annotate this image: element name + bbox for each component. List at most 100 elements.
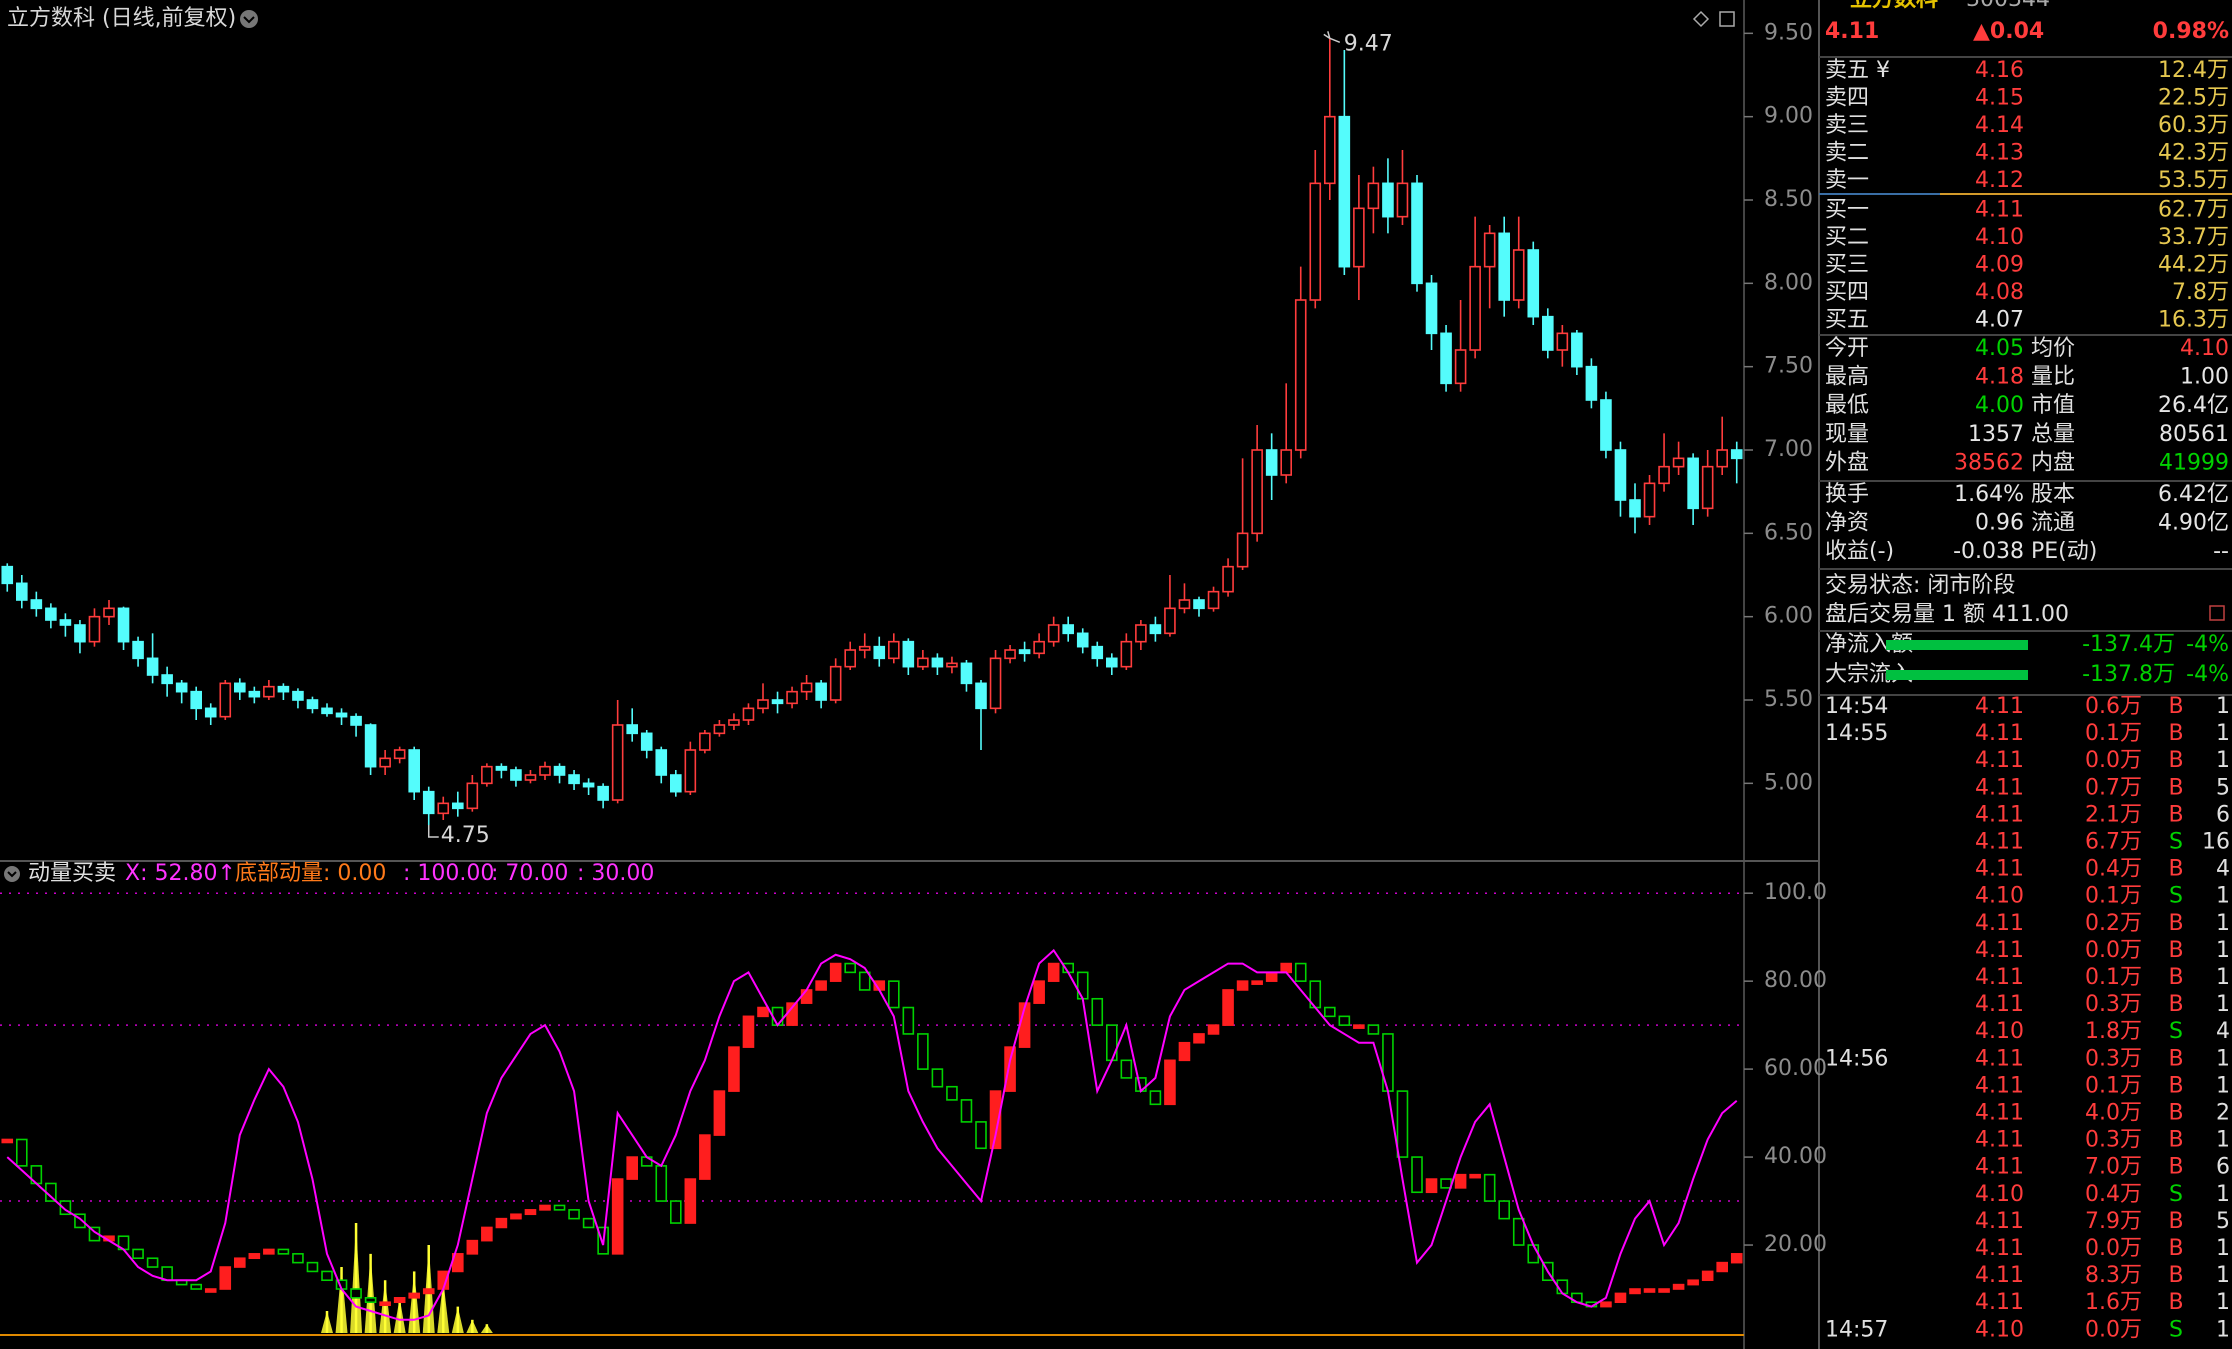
momentum-block <box>1251 980 1263 985</box>
trade-side: B <box>2168 748 2183 773</box>
candle-body <box>626 724 639 735</box>
candle-body <box>234 682 246 693</box>
momentum-block <box>1047 962 1060 982</box>
title-menu[interactable] <box>240 10 258 28</box>
trade-side: B <box>2168 857 2183 882</box>
trade-side: S <box>2169 1317 2183 1342</box>
indicator-value: : 70.00 <box>491 861 568 886</box>
y-tick-label: 6.50 <box>1764 520 1813 545</box>
candle-body <box>1585 365 1598 401</box>
momentum-block <box>858 971 871 991</box>
stock-code: 300344 <box>1966 0 2050 12</box>
trade-side: S <box>2169 884 2183 909</box>
momentum-block <box>350 1288 362 1299</box>
momentum-block <box>1353 1024 1365 1029</box>
stat-value: 26.4亿 <box>2158 393 2229 418</box>
trade-side: B <box>2168 1263 2183 1288</box>
y-tick-label: 9.00 <box>1764 104 1813 129</box>
momentum-block <box>1004 1046 1016 1092</box>
candle-body <box>1265 449 1278 476</box>
candle-body <box>655 749 668 776</box>
momentum-block <box>1527 1244 1540 1264</box>
trade-volume: 0.1万 <box>2085 1073 2142 1098</box>
trade-price: 4.11 <box>1975 775 2024 800</box>
candle-body <box>989 657 1002 710</box>
momentum-block <box>379 1301 391 1307</box>
momentum-block <box>1716 1261 1728 1273</box>
book-price: 4.09 <box>1975 253 2024 278</box>
momentum-block <box>1440 1178 1452 1189</box>
flow-amount: -137.4万 <box>2082 632 2175 657</box>
momentum-block <box>190 1283 202 1290</box>
x-line <box>6 948 1738 1321</box>
candle-body <box>829 665 842 701</box>
candle-body <box>1280 449 1292 476</box>
trade-count: 1 <box>2216 1182 2230 1207</box>
momentum-block <box>1280 962 1292 974</box>
candle-body <box>917 657 929 668</box>
candle-body <box>1556 332 1569 351</box>
stat-label: 现量 <box>1825 422 1869 447</box>
trade-side: B <box>2168 911 2183 936</box>
candle-body <box>1294 299 1307 451</box>
momentum-block <box>655 1165 668 1202</box>
trade-price: 4.11 <box>1975 1236 2024 1261</box>
momentum-block <box>611 1178 624 1255</box>
trade-volume: 1.8万 <box>2085 1019 2142 1044</box>
book-volume: 16.3万 <box>2158 308 2229 333</box>
momentum-block <box>1498 1200 1510 1220</box>
max-label: 9.47 <box>1344 31 1393 56</box>
trade-price: 4.11 <box>1975 992 2024 1017</box>
stat-label: 流通 <box>2031 511 2075 536</box>
momentum-block <box>684 1178 697 1224</box>
candle-body <box>1324 115 1336 185</box>
momentum-block <box>902 1006 915 1035</box>
momentum-block <box>1614 1292 1627 1304</box>
y-tick-label: 80.00 <box>1764 968 1827 993</box>
momentum-block <box>989 1090 1002 1150</box>
candle-body <box>1382 182 1394 218</box>
book-label: 买三 <box>1825 253 1869 278</box>
after-hours: 盘后交易量 1 额 411.00 <box>1825 602 2069 627</box>
candle-body <box>1353 207 1365 268</box>
stat-value: 4.05 <box>1975 336 2024 361</box>
book-volume: 33.7万 <box>2158 225 2229 250</box>
candle-body <box>960 662 973 685</box>
momentum-block <box>1265 971 1278 982</box>
trade-time: 14:55 <box>1825 721 1888 746</box>
candle-body <box>1571 332 1583 368</box>
y-tick-label: 20.00 <box>1764 1232 1827 1257</box>
book-volume: 60.3万 <box>2158 113 2229 138</box>
momentum-block <box>946 1085 958 1101</box>
book-price: 4.16 <box>1975 58 2024 83</box>
momentum-block <box>393 1297 406 1304</box>
indicator-menu[interactable] <box>4 866 20 882</box>
trade-price: 4.10 <box>1975 1317 2024 1342</box>
candle-body <box>248 690 261 698</box>
momentum-block <box>1033 980 1045 1004</box>
momentum-block <box>1629 1288 1641 1295</box>
candle-body <box>887 640 900 660</box>
trade-price: 4.11 <box>1975 830 2024 855</box>
momentum-block <box>234 1257 246 1268</box>
candle-body <box>117 607 130 643</box>
trade-count: 1 <box>2216 694 2230 719</box>
momentum-block <box>1672 1283 1685 1290</box>
stat-value: 41999 <box>2159 450 2229 475</box>
toolbar-icon[interactable] <box>1692 10 1710 28</box>
candle-body <box>699 732 711 751</box>
trade-volume: 4.0万 <box>2085 1101 2142 1126</box>
momentum-block <box>713 1090 726 1136</box>
candle-body <box>539 765 551 776</box>
book-price: 4.10 <box>1975 225 2024 250</box>
trade-count: 1 <box>2216 748 2230 773</box>
y-tick-label: 9.50 <box>1764 20 1813 45</box>
candle-body <box>1672 457 1685 468</box>
momentum-block <box>306 1261 319 1273</box>
trade-volume: 0.0万 <box>2085 1317 2142 1342</box>
book-volume: 7.8万 <box>2172 280 2229 305</box>
book-label: 卖三 <box>1825 113 1869 138</box>
toolbar-icon[interactable] <box>1719 11 1735 27</box>
candle-body <box>510 769 522 781</box>
momentum-block <box>1512 1217 1525 1246</box>
